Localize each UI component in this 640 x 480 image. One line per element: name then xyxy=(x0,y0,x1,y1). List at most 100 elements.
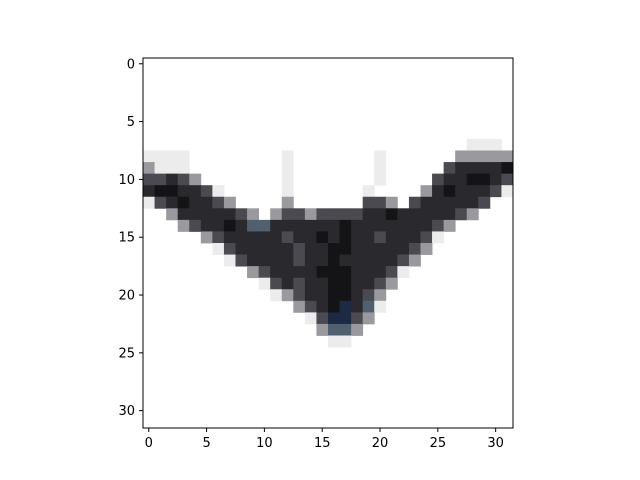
image-pixel xyxy=(316,289,329,302)
image-pixel xyxy=(328,323,340,336)
image-pixel xyxy=(466,173,479,186)
image-pixel xyxy=(478,196,491,209)
image-pixel xyxy=(432,231,445,244)
image-pixel xyxy=(304,231,317,244)
image-pixel xyxy=(397,243,410,255)
image-pixel xyxy=(362,300,375,313)
image-pixel xyxy=(223,254,236,267)
image-pixel xyxy=(339,254,352,267)
image-pixel xyxy=(478,138,491,151)
image-pixel xyxy=(258,231,271,244)
image-pixel xyxy=(478,173,491,186)
image-pixel xyxy=(235,219,248,232)
image-pixel xyxy=(397,254,410,267)
image-pixel xyxy=(293,300,306,313)
image-pixel xyxy=(247,208,260,221)
x-tick-label: 5 xyxy=(202,436,210,451)
image-pixel xyxy=(293,243,306,255)
image-pixel xyxy=(362,231,375,244)
image-pixel xyxy=(339,335,352,348)
image-pixel xyxy=(455,196,468,209)
image-pixel xyxy=(339,219,352,232)
image-pixel xyxy=(304,266,317,279)
image-pixel xyxy=(432,185,445,198)
image-pixel xyxy=(293,254,306,267)
image-pixel xyxy=(362,185,375,198)
image-pixel xyxy=(466,185,479,198)
image-pixel xyxy=(362,266,375,279)
image-pixel xyxy=(212,196,225,209)
image-pixel xyxy=(154,196,167,209)
image-pixel xyxy=(478,162,491,175)
image-pixel xyxy=(293,231,306,244)
pixel-grid-image xyxy=(143,58,514,428)
image-pixel xyxy=(328,300,340,313)
image-pixel xyxy=(374,300,387,313)
image-pixel xyxy=(420,219,433,232)
image-pixel xyxy=(247,231,260,244)
image-pixel xyxy=(501,185,514,198)
image-pixel xyxy=(339,312,352,325)
image-pixel xyxy=(270,277,283,290)
image-pixel xyxy=(177,185,190,198)
image-pixel xyxy=(189,185,202,198)
image-pixel xyxy=(177,196,190,209)
y-tick-label: 25 xyxy=(118,346,135,361)
image-pixel xyxy=(385,254,398,267)
image-pixel xyxy=(304,243,317,255)
image-pixel xyxy=(212,208,225,221)
image-pixel xyxy=(432,173,445,186)
image-pixel xyxy=(154,150,167,163)
image-pixel xyxy=(489,162,502,175)
image-pixel xyxy=(281,150,294,163)
y-tick-label: 30 xyxy=(118,404,135,419)
image-pixel xyxy=(143,173,155,186)
image-pixel xyxy=(281,254,294,267)
image-pixel xyxy=(166,185,179,198)
image-pixel xyxy=(339,231,352,244)
image-pixel xyxy=(281,219,294,232)
image-pixel xyxy=(328,243,340,255)
image-pixel xyxy=(397,208,410,221)
x-tick-label: 0 xyxy=(145,436,153,451)
image-pixel xyxy=(501,162,514,175)
image-pixel xyxy=(455,185,468,198)
image-pixel xyxy=(432,219,445,232)
image-pixel xyxy=(223,243,236,255)
image-pixel xyxy=(351,312,364,325)
image-pixel xyxy=(374,254,387,267)
image-pixel xyxy=(235,254,248,267)
image-pixel xyxy=(223,231,236,244)
image-pixel xyxy=(143,162,155,175)
image-pixel xyxy=(316,243,329,255)
image-pixel xyxy=(270,208,283,221)
image-pixel xyxy=(316,323,329,336)
image-pixel xyxy=(189,219,202,232)
image-pixel xyxy=(455,150,468,163)
image-pixel xyxy=(177,173,190,186)
image-pixel xyxy=(374,219,387,232)
image-pixel xyxy=(304,312,317,325)
image-pixel xyxy=(281,196,294,209)
image-pixel xyxy=(293,208,306,221)
image-pixel xyxy=(281,185,294,198)
image-pixel xyxy=(374,173,387,186)
image-pixel xyxy=(420,185,433,198)
y-tick-label: 15 xyxy=(118,231,135,246)
image-pixel xyxy=(143,185,155,198)
image-pixel xyxy=(489,138,502,151)
image-pixel xyxy=(374,277,387,290)
image-pixel xyxy=(362,243,375,255)
image-pixel xyxy=(270,231,283,244)
image-pixel xyxy=(200,208,213,221)
image-pixel xyxy=(328,335,340,348)
image-pixel xyxy=(455,173,468,186)
image-pixel xyxy=(339,277,352,290)
image-pixel xyxy=(270,243,283,255)
image-pixel xyxy=(501,150,514,163)
image-pixel xyxy=(339,266,352,279)
image-pixel xyxy=(316,231,329,244)
image-pixel xyxy=(455,208,468,221)
image-pixel xyxy=(316,312,329,325)
x-tick-label: 25 xyxy=(430,436,447,451)
